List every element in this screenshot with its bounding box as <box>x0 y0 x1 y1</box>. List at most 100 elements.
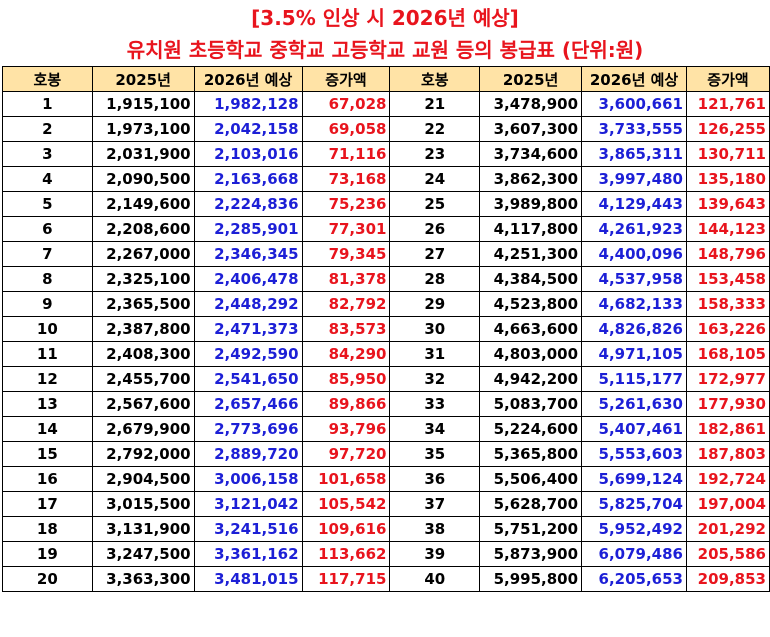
step-right-cell: 22 <box>389 116 481 142</box>
header-step-left: 호봉 <box>2 66 93 92</box>
increase-right-cell: 153,458 <box>686 266 770 292</box>
salary-2026-left-cell: 2,541,650 <box>193 366 303 392</box>
salary-2025-right-cell: 3,734,600 <box>479 141 583 167</box>
step-left-cell: 2 <box>2 116 93 142</box>
step-left-cell: 11 <box>2 341 93 367</box>
step-right-cell: 24 <box>389 166 481 192</box>
table-row: 17 3,015,500 3,121,042 105,542 37 5,628,700 5,… <box>2 491 770 517</box>
increase-left-cell: 73,168 <box>301 166 391 192</box>
salary-2025-left-cell: 2,325,100 <box>91 266 195 292</box>
increase-right-cell: 163,226 <box>686 316 770 342</box>
salary-2025-left-cell: 2,567,600 <box>91 391 195 417</box>
step-left-cell: 5 <box>2 191 93 217</box>
salary-2026-right-cell: 5,825,704 <box>581 491 687 517</box>
step-right-cell: 28 <box>389 266 481 292</box>
salary-2026-left-cell: 3,361,162 <box>193 541 303 567</box>
table-row: 7 2,267,000 2,346,345 79,345 27 4,251,300 4,40… <box>2 241 770 267</box>
table-row: 6 2,208,600 2,285,901 77,301 26 4,117,800 4,26… <box>2 216 770 242</box>
step-left-cell: 20 <box>2 566 93 592</box>
salary-2026-right-cell: 5,553,603 <box>581 441 687 467</box>
salary-2025-left-cell: 2,149,600 <box>91 191 195 217</box>
header-increase-right: 증가액 <box>686 66 770 92</box>
salary-2026-right-cell: 3,865,311 <box>581 141 687 167</box>
salary-2026-left-cell: 2,285,901 <box>193 216 303 242</box>
increase-left-cell: 79,345 <box>301 241 391 267</box>
increase-right-cell: 182,861 <box>686 416 770 442</box>
salary-2025-right-cell: 3,989,800 <box>479 191 583 217</box>
increase-left-cell: 113,662 <box>301 541 391 567</box>
table-subtitle: 유치원 초등학교 중학교 고등학교 교원 등의 봉급표 (단위:원) <box>126 38 644 62</box>
salary-2025-left-cell: 1,973,100 <box>91 116 195 142</box>
table-row: 12 2,455,700 2,541,650 85,950 32 4,942,200 5,1… <box>2 366 770 392</box>
salary-2025-right-cell: 3,607,300 <box>479 116 583 142</box>
salary-2025-left-cell: 1,915,100 <box>91 91 195 117</box>
salary-2025-left-cell: 3,247,500 <box>91 541 195 567</box>
increase-right-cell: 158,333 <box>686 291 770 317</box>
step-left-cell: 7 <box>2 241 93 267</box>
increase-right-cell: 135,180 <box>686 166 770 192</box>
salary-2026-left-cell: 1,982,128 <box>193 91 303 117</box>
salary-2025-right-cell: 3,862,300 <box>479 166 583 192</box>
step-right-cell: 37 <box>389 491 481 517</box>
increase-left-cell: 82,792 <box>301 291 391 317</box>
salary-2026-left-cell: 2,471,373 <box>193 316 303 342</box>
salary-2026-right-cell: 3,997,480 <box>581 166 687 192</box>
salary-2026-right-cell: 6,205,653 <box>581 566 687 592</box>
salary-2026-left-cell: 3,121,042 <box>193 491 303 517</box>
header-2025-left: 2025년 <box>91 66 195 92</box>
step-left-cell: 17 <box>2 491 93 517</box>
increase-right-cell: 148,796 <box>686 241 770 267</box>
table-row: 2 1,973,100 2,042,158 69,058 22 3,607,300 3,73… <box>2 116 770 142</box>
step-left-cell: 13 <box>2 391 93 417</box>
table-row: 11 2,408,300 2,492,590 84,290 31 4,803,000 4,9… <box>2 341 770 367</box>
salary-2026-left-cell: 2,657,466 <box>193 391 303 417</box>
increase-right-cell: 201,292 <box>686 516 770 542</box>
increase-left-cell: 101,658 <box>301 466 391 492</box>
table-row: 8 2,325,100 2,406,478 81,378 28 4,384,500 4,53… <box>2 266 770 292</box>
increase-left-cell: 105,542 <box>301 491 391 517</box>
increase-left-cell: 75,236 <box>301 191 391 217</box>
table-row: 10 2,387,800 2,471,373 83,573 30 4,663,600 4,8… <box>2 316 770 342</box>
salary-2026-left-cell: 2,042,158 <box>193 116 303 142</box>
salary-2026-left-cell: 2,448,292 <box>193 291 303 317</box>
table-row: 14 2,679,900 2,773,696 93,796 34 5,224,600 5,4… <box>2 416 770 442</box>
increase-right-cell: 126,255 <box>686 116 770 142</box>
salary-2026-left-cell: 2,224,836 <box>193 191 303 217</box>
step-left-cell: 3 <box>2 141 93 167</box>
salary-2026-right-cell: 4,400,096 <box>581 241 687 267</box>
salary-2026-right-cell: 5,261,630 <box>581 391 687 417</box>
increase-left-cell: 81,378 <box>301 266 391 292</box>
table-row: 20 3,363,300 3,481,015 117,715 40 5,995,800 6,… <box>2 566 770 592</box>
salary-2025-right-cell: 4,117,800 <box>479 216 583 242</box>
salary-2026-right-cell: 5,115,177 <box>581 366 687 392</box>
step-left-cell: 9 <box>2 291 93 317</box>
salary-2025-right-cell: 5,083,700 <box>479 391 583 417</box>
salary-2026-right-cell: 5,952,492 <box>581 516 687 542</box>
step-left-cell: 6 <box>2 216 93 242</box>
salary-2026-left-cell: 3,006,158 <box>193 466 303 492</box>
step-right-cell: 32 <box>389 366 481 392</box>
step-left-cell: 1 <box>2 91 93 117</box>
increase-left-cell: 89,866 <box>301 391 391 417</box>
salary-2025-left-cell: 3,363,300 <box>91 566 195 592</box>
table-row: 4 2,090,500 2,163,668 73,168 24 3,862,300 3,99… <box>2 166 770 192</box>
step-right-cell: 40 <box>389 566 481 592</box>
table-row: 18 3,131,900 3,241,516 109,616 38 5,751,200 5,… <box>2 516 770 542</box>
salary-2025-right-cell: 5,751,200 <box>479 516 583 542</box>
salary-2025-left-cell: 2,408,300 <box>91 341 195 367</box>
salary-2026-right-cell: 4,971,105 <box>581 341 687 367</box>
salary-2026-right-cell: 4,537,958 <box>581 266 687 292</box>
step-left-cell: 18 <box>2 516 93 542</box>
salary-table: 호봉 2025년 2026년 예상 증가액 호봉 2025년 2026년 예상 … <box>2 66 770 592</box>
increase-right-cell: 172,977 <box>686 366 770 392</box>
header-increase-left: 증가액 <box>301 66 391 92</box>
salary-2025-left-cell: 2,031,900 <box>91 141 195 167</box>
header-step-right: 호봉 <box>389 66 481 92</box>
salary-2026-right-cell: 4,682,133 <box>581 291 687 317</box>
salary-2025-right-cell: 4,251,300 <box>479 241 583 267</box>
step-right-cell: 30 <box>389 316 481 342</box>
step-left-cell: 12 <box>2 366 93 392</box>
salary-2025-right-cell: 5,506,400 <box>479 466 583 492</box>
increase-right-cell: 192,724 <box>686 466 770 492</box>
header-2025-right: 2025년 <box>479 66 583 92</box>
